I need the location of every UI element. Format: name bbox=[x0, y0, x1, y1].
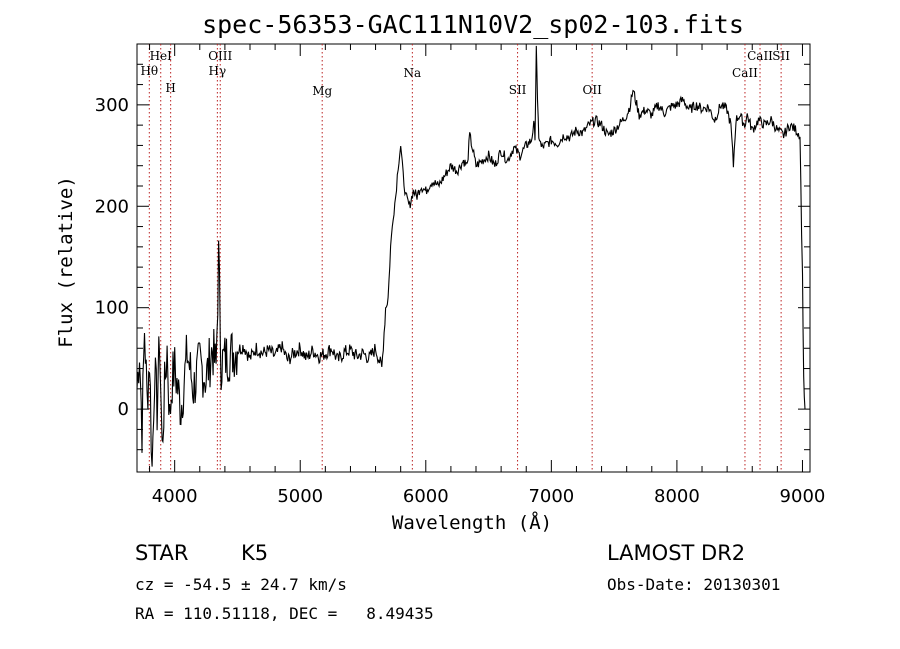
observation-date: Obs-Date: 20130301 bbox=[607, 575, 781, 594]
spectrum-line bbox=[136, 45, 806, 467]
emission-line-label: OII bbox=[582, 83, 602, 97]
x-tick-label: 9000 bbox=[780, 486, 826, 507]
x-tick-label: 7000 bbox=[528, 486, 574, 507]
chart-title: spec-56353-GAC111N10V2_sp02-103.fits bbox=[202, 10, 744, 39]
object-subclass: K5 bbox=[241, 541, 269, 565]
x-tick-label: 4000 bbox=[152, 486, 198, 507]
y-tick-label: 200 bbox=[95, 196, 129, 217]
emission-line-label: Hγ bbox=[209, 64, 227, 78]
x-axis-label: Wavelength (Å) bbox=[392, 511, 552, 534]
emission-line-label: SII bbox=[772, 49, 790, 63]
x-tick-label: 5000 bbox=[277, 486, 323, 507]
emission-line-label: Mg bbox=[312, 84, 332, 98]
y-axis-label: Flux (relative) bbox=[55, 176, 77, 348]
emission-line-label: HeI bbox=[150, 49, 173, 63]
redshift-cz: cz = -54.5 ± 24.7 km/s bbox=[135, 575, 347, 594]
emission-line-label: Hθ bbox=[140, 64, 158, 78]
emission-line-label: H bbox=[165, 81, 175, 95]
emission-line-label: CaII bbox=[747, 49, 773, 63]
axis-ticks: 4000 5000 6000 7000 8000 9000 0 100 200 300 bbox=[95, 44, 826, 507]
emission-line-label: CaII bbox=[732, 66, 758, 80]
ra-dec: RA = 110.51118, DEC = 8.49435 bbox=[135, 604, 434, 623]
object-class: STAR bbox=[135, 541, 189, 565]
y-tick-label: 100 bbox=[95, 298, 129, 319]
y-tick-label: 0 bbox=[118, 399, 129, 420]
plot-frame bbox=[136, 43, 811, 473]
emission-line-label: Na bbox=[404, 66, 422, 80]
emission-line-label: SII bbox=[509, 83, 527, 97]
x-tick-label: 6000 bbox=[403, 486, 449, 507]
y-tick-label: 300 bbox=[95, 95, 129, 116]
emission-line-label: OIII bbox=[208, 49, 232, 63]
survey-name: LAMOST DR2 bbox=[607, 541, 746, 565]
x-tick-label: 8000 bbox=[654, 486, 700, 507]
